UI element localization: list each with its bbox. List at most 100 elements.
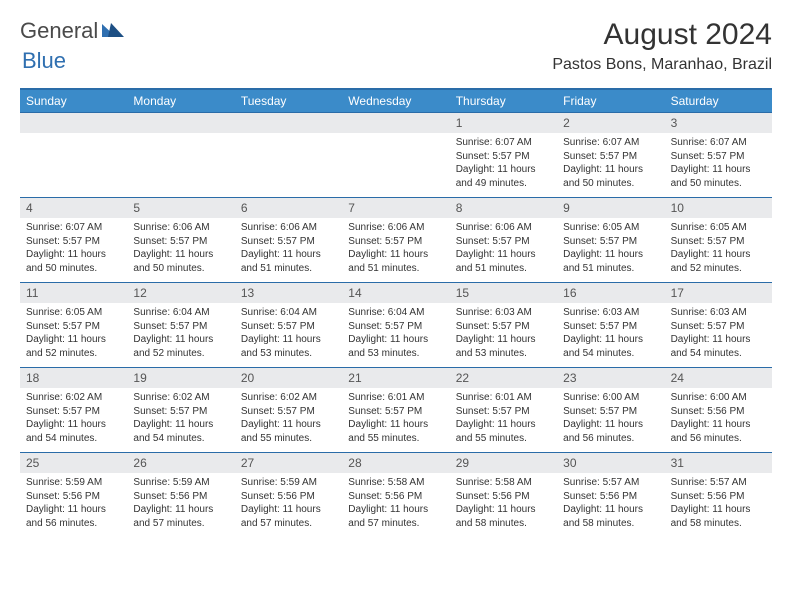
day-info: Sunrise: 6:02 AMSunset: 5:57 PMDaylight:… <box>127 388 234 449</box>
sunset-text: Sunset: 5:57 PM <box>456 405 551 419</box>
sunset-text: Sunset: 5:56 PM <box>671 490 766 504</box>
day-info: Sunrise: 6:02 AMSunset: 5:57 PMDaylight:… <box>20 388 127 449</box>
daylight-text: Daylight: 11 hours and 57 minutes. <box>133 503 228 530</box>
location: Pastos Bons, Maranhao, Brazil <box>552 56 772 74</box>
day-number: 2 <box>557 113 664 133</box>
daylight-text: Daylight: 11 hours and 50 minutes. <box>671 163 766 190</box>
day-cell: 25Sunrise: 5:59 AMSunset: 5:56 PMDayligh… <box>20 453 127 537</box>
sunrise-text: Sunrise: 6:07 AM <box>456 136 551 150</box>
day-cell: . <box>235 113 342 197</box>
sunset-text: Sunset: 5:57 PM <box>563 150 658 164</box>
day-info: Sunrise: 6:07 AMSunset: 5:57 PMDaylight:… <box>665 133 772 194</box>
day-cell: 28Sunrise: 5:58 AMSunset: 5:56 PMDayligh… <box>342 453 449 537</box>
daylight-text: Daylight: 11 hours and 51 minutes. <box>241 248 336 275</box>
sunrise-text: Sunrise: 5:59 AM <box>241 476 336 490</box>
week-row: 18Sunrise: 6:02 AMSunset: 5:57 PMDayligh… <box>20 367 772 452</box>
daylight-text: Daylight: 11 hours and 51 minutes. <box>348 248 443 275</box>
daylight-text: Daylight: 11 hours and 50 minutes. <box>26 248 121 275</box>
day-info: Sunrise: 6:05 AMSunset: 5:57 PMDaylight:… <box>20 303 127 364</box>
day-cell: 30Sunrise: 5:57 AMSunset: 5:56 PMDayligh… <box>557 453 664 537</box>
daylight-text: Daylight: 11 hours and 57 minutes. <box>348 503 443 530</box>
sunrise-text: Sunrise: 6:03 AM <box>563 306 658 320</box>
day-header: Thursday <box>450 90 557 112</box>
sunset-text: Sunset: 5:56 PM <box>563 490 658 504</box>
week-row: 4Sunrise: 6:07 AMSunset: 5:57 PMDaylight… <box>20 197 772 282</box>
day-info: Sunrise: 6:01 AMSunset: 5:57 PMDaylight:… <box>450 388 557 449</box>
sunrise-text: Sunrise: 6:05 AM <box>563 221 658 235</box>
day-cell: . <box>342 113 449 197</box>
day-info: Sunrise: 6:01 AMSunset: 5:57 PMDaylight:… <box>342 388 449 449</box>
day-info: Sunrise: 6:07 AMSunset: 5:57 PMDaylight:… <box>557 133 664 194</box>
day-cell: 22Sunrise: 6:01 AMSunset: 5:57 PMDayligh… <box>450 368 557 452</box>
sunrise-text: Sunrise: 5:57 AM <box>671 476 766 490</box>
sunset-text: Sunset: 5:57 PM <box>671 320 766 334</box>
day-info: Sunrise: 5:59 AMSunset: 5:56 PMDaylight:… <box>20 473 127 534</box>
calendar-grid: SundayMondayTuesdayWednesdayThursdayFrid… <box>20 88 772 537</box>
day-number: 26 <box>127 453 234 473</box>
daylight-text: Daylight: 11 hours and 53 minutes. <box>348 333 443 360</box>
day-info: Sunrise: 6:06 AMSunset: 5:57 PMDaylight:… <box>235 218 342 279</box>
day-cell: 14Sunrise: 6:04 AMSunset: 5:57 PMDayligh… <box>342 283 449 367</box>
sunset-text: Sunset: 5:57 PM <box>456 235 551 249</box>
day-cell: 6Sunrise: 6:06 AMSunset: 5:57 PMDaylight… <box>235 198 342 282</box>
sunrise-text: Sunrise: 6:06 AM <box>348 221 443 235</box>
sunset-text: Sunset: 5:57 PM <box>456 320 551 334</box>
sunset-text: Sunset: 5:56 PM <box>241 490 336 504</box>
day-info: Sunrise: 6:03 AMSunset: 5:57 PMDaylight:… <box>665 303 772 364</box>
day-number: 13 <box>235 283 342 303</box>
week-row: 11Sunrise: 6:05 AMSunset: 5:57 PMDayligh… <box>20 282 772 367</box>
day-info: Sunrise: 6:06 AMSunset: 5:57 PMDaylight:… <box>450 218 557 279</box>
day-header: Wednesday <box>342 90 449 112</box>
day-number: 14 <box>342 283 449 303</box>
day-cell: 7Sunrise: 6:06 AMSunset: 5:57 PMDaylight… <box>342 198 449 282</box>
day-info: Sunrise: 5:59 AMSunset: 5:56 PMDaylight:… <box>235 473 342 534</box>
day-header: Sunday <box>20 90 127 112</box>
day-cell: 12Sunrise: 6:04 AMSunset: 5:57 PMDayligh… <box>127 283 234 367</box>
sunrise-text: Sunrise: 6:06 AM <box>133 221 228 235</box>
day-number: 15 <box>450 283 557 303</box>
day-number: 3 <box>665 113 772 133</box>
sunrise-text: Sunrise: 6:01 AM <box>456 391 551 405</box>
day-cell: 5Sunrise: 6:06 AMSunset: 5:57 PMDaylight… <box>127 198 234 282</box>
daylight-text: Daylight: 11 hours and 56 minutes. <box>26 503 121 530</box>
day-cell: 4Sunrise: 6:07 AMSunset: 5:57 PMDaylight… <box>20 198 127 282</box>
sunset-text: Sunset: 5:57 PM <box>348 405 443 419</box>
day-number: 19 <box>127 368 234 388</box>
day-info: Sunrise: 5:57 AMSunset: 5:56 PMDaylight:… <box>557 473 664 534</box>
sunset-text: Sunset: 5:56 PM <box>26 490 121 504</box>
sunrise-text: Sunrise: 6:00 AM <box>671 391 766 405</box>
day-info: Sunrise: 6:00 AMSunset: 5:56 PMDaylight:… <box>665 388 772 449</box>
day-number: 9 <box>557 198 664 218</box>
day-info: Sunrise: 6:00 AMSunset: 5:57 PMDaylight:… <box>557 388 664 449</box>
day-info: Sunrise: 6:07 AMSunset: 5:57 PMDaylight:… <box>450 133 557 194</box>
day-info: Sunrise: 5:57 AMSunset: 5:56 PMDaylight:… <box>665 473 772 534</box>
day-cell: 8Sunrise: 6:06 AMSunset: 5:57 PMDaylight… <box>450 198 557 282</box>
day-number: 12 <box>127 283 234 303</box>
daylight-text: Daylight: 11 hours and 56 minutes. <box>671 418 766 445</box>
sunset-text: Sunset: 5:57 PM <box>133 405 228 419</box>
day-number: 18 <box>20 368 127 388</box>
sunrise-text: Sunrise: 6:06 AM <box>456 221 551 235</box>
sunrise-text: Sunrise: 6:06 AM <box>241 221 336 235</box>
day-info: Sunrise: 6:03 AMSunset: 5:57 PMDaylight:… <box>450 303 557 364</box>
sunrise-text: Sunrise: 6:04 AM <box>241 306 336 320</box>
sunrise-text: Sunrise: 5:58 AM <box>348 476 443 490</box>
day-number: 31 <box>665 453 772 473</box>
daylight-text: Daylight: 11 hours and 55 minutes. <box>456 418 551 445</box>
day-header: Saturday <box>665 90 772 112</box>
day-cell: 3Sunrise: 6:07 AMSunset: 5:57 PMDaylight… <box>665 113 772 197</box>
daylight-text: Daylight: 11 hours and 58 minutes. <box>563 503 658 530</box>
sunrise-text: Sunrise: 6:00 AM <box>563 391 658 405</box>
sunset-text: Sunset: 5:57 PM <box>241 320 336 334</box>
day-info: Sunrise: 6:06 AMSunset: 5:57 PMDaylight:… <box>342 218 449 279</box>
day-info: Sunrise: 5:59 AMSunset: 5:56 PMDaylight:… <box>127 473 234 534</box>
week-row: ....1Sunrise: 6:07 AMSunset: 5:57 PMDayl… <box>20 112 772 197</box>
daylight-text: Daylight: 11 hours and 56 minutes. <box>563 418 658 445</box>
daylight-text: Daylight: 11 hours and 52 minutes. <box>133 333 228 360</box>
day-number: 25 <box>20 453 127 473</box>
day-info: Sunrise: 5:58 AMSunset: 5:56 PMDaylight:… <box>342 473 449 534</box>
day-info: Sunrise: 6:07 AMSunset: 5:57 PMDaylight:… <box>20 218 127 279</box>
day-header: Tuesday <box>235 90 342 112</box>
daylight-text: Daylight: 11 hours and 51 minutes. <box>563 248 658 275</box>
day-number: 4 <box>20 198 127 218</box>
